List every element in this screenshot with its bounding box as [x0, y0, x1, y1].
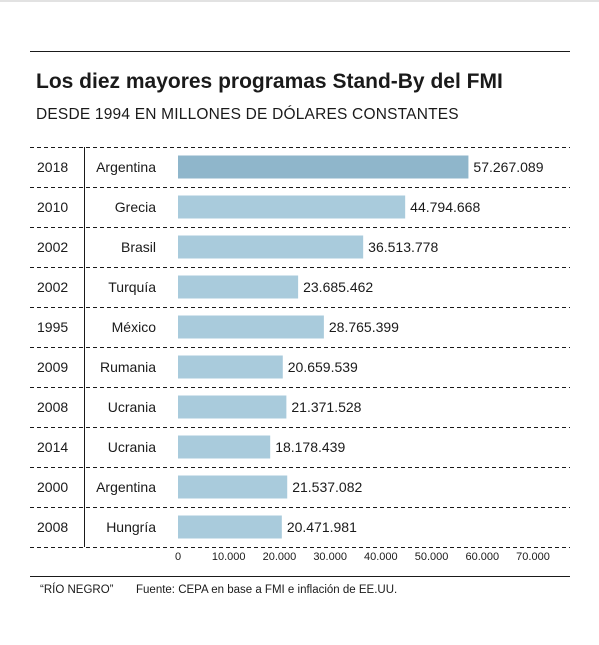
chart-subtitle: DESDE 1994 EN MILLONES DE DÓLARES CONSTA… [36, 106, 459, 123]
value-label: 18.178.439 [275, 439, 345, 455]
x-tick-label: 60.000 [465, 551, 499, 563]
year-label: 2009 [37, 359, 68, 375]
top-border [0, 0, 599, 2]
bar [178, 235, 364, 259]
year-label: 1995 [37, 319, 68, 335]
bar [178, 395, 287, 419]
country-label: Rumania [100, 359, 156, 375]
year-label: 2018 [37, 159, 68, 175]
year-label: 2008 [37, 519, 68, 535]
bar [178, 355, 283, 379]
header-rule [30, 51, 570, 52]
x-tick-label: 30.000 [313, 551, 347, 563]
credit-text: “RÍO NEGRO” [40, 584, 114, 596]
x-tick-label: 10.000 [212, 551, 246, 563]
bar [178, 275, 299, 299]
country-label: Grecia [115, 199, 156, 215]
value-label: 28.765.399 [329, 319, 399, 335]
country-label: Argentina [96, 159, 156, 175]
bar [178, 475, 288, 499]
value-label: 21.371.528 [291, 399, 361, 415]
country-label: Hungría [106, 519, 156, 535]
x-tick-label: 20.000 [263, 551, 297, 563]
country-label: Ucrania [108, 439, 156, 455]
x-tick-label: 40.000 [364, 551, 398, 563]
year-label: 2002 [37, 279, 68, 295]
country-label: Turquía [108, 279, 156, 295]
year-label: 2000 [37, 479, 68, 495]
country-label: Argentina [96, 479, 156, 495]
value-label: 21.537.082 [292, 479, 362, 495]
chart-title: Los diez mayores programas Stand-By del … [36, 70, 503, 93]
x-tick-label: 70.000 [516, 551, 550, 563]
x-tick-label: 50.000 [415, 551, 449, 563]
bar [178, 155, 469, 179]
year-label: 2010 [37, 199, 68, 215]
source-text: Fuente: CEPA en base a FMI e inflación d… [136, 584, 398, 596]
value-label: 23.685.462 [303, 279, 373, 295]
value-label: 20.659.539 [288, 359, 358, 375]
bar [178, 515, 282, 539]
bar [178, 195, 406, 219]
bar [178, 315, 324, 339]
value-label: 36.513.778 [368, 239, 438, 255]
value-label: 57.267.089 [473, 159, 543, 175]
year-label: 2014 [37, 439, 68, 455]
value-label: 20.471.981 [287, 519, 357, 535]
year-label: 2002 [37, 239, 68, 255]
country-label: Brasil [121, 239, 156, 255]
year-label: 2008 [37, 399, 68, 415]
country-label: Ucrania [108, 399, 156, 415]
footer-rule [30, 576, 570, 577]
value-label: 44.794.668 [410, 199, 480, 215]
bar [178, 435, 271, 459]
country-label: México [112, 319, 157, 335]
x-tick-label: 0 [175, 551, 181, 563]
